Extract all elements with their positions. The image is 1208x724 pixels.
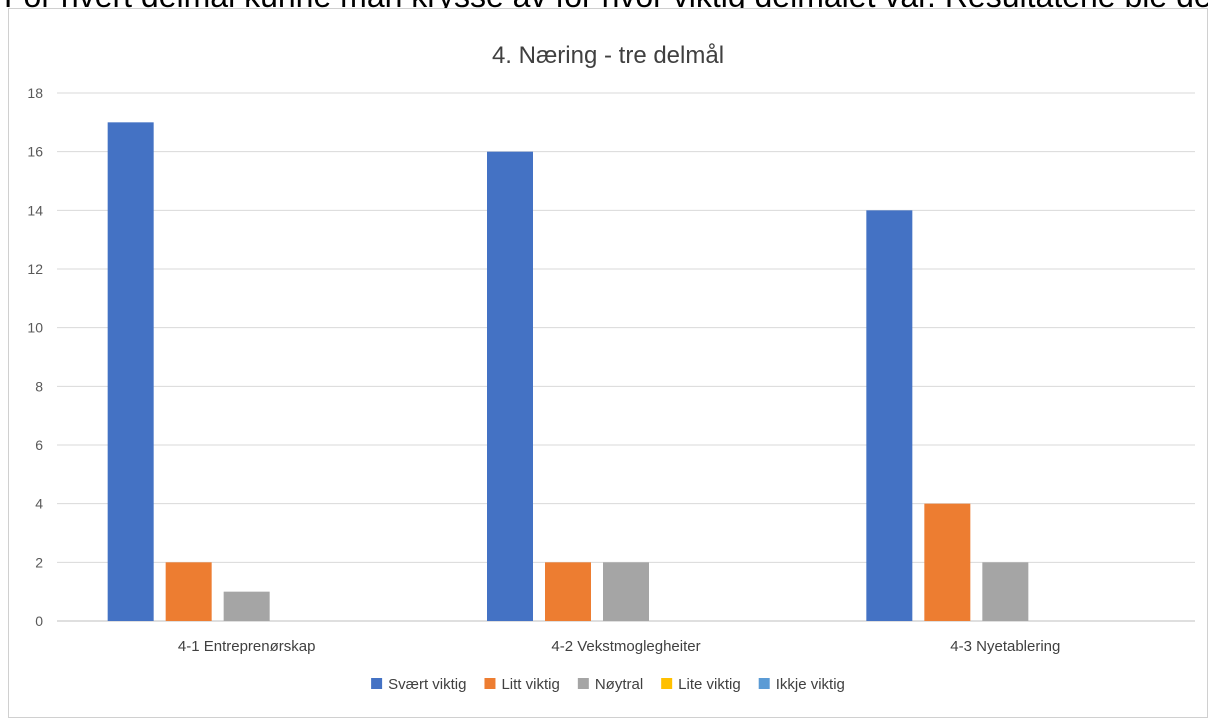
y-tick-label: 4: [35, 496, 43, 512]
x-category-label: 4-3 Nyetablering: [950, 638, 1060, 655]
bar-litt-viktig-3: [924, 503, 971, 621]
x-category-label: 4-2 Vekstmoglegheiter: [551, 638, 700, 655]
legend-swatch: [577, 678, 589, 689]
legend: Svært viktig Litt viktig Nøytral Lite vikti…: [371, 676, 845, 693]
bar-svært-viktig-2: [487, 151, 533, 621]
bar-nøytral-2: [603, 562, 649, 621]
legend-swatch: [371, 678, 383, 689]
y-tick-label: 12: [27, 261, 43, 277]
y-tick-label: 6: [35, 437, 43, 453]
y-tick-label: 16: [27, 144, 43, 160]
bar-litt-viktig-1: [165, 562, 212, 621]
legend-swatch: [758, 678, 770, 689]
legend-label: Litt viktig: [501, 676, 559, 693]
legend-label: Lite viktig: [678, 676, 741, 693]
y-axis-ticks: 0 2 4 6 8 10 12 14 16 18: [27, 85, 43, 629]
x-category-label: 4-1 Entreprenørskap: [178, 638, 316, 655]
bar-nøytral-3: [982, 562, 1029, 621]
chart-title: 4. Næring - tre delmål: [492, 42, 724, 69]
y-tick-label: 0: [35, 613, 43, 629]
y-tick-label: 18: [27, 85, 43, 101]
bar-litt-viktig-2: [545, 562, 591, 621]
y-tick-label: 8: [35, 378, 43, 394]
bar-svært-viktig-1: [107, 122, 154, 621]
legend-label: Svært viktig: [388, 676, 466, 693]
y-tick-label: 10: [27, 320, 43, 336]
bar-chart: 4. Næring - tre delmål 0 2 4 6 8 10 12 14 16 18 4…: [27, 42, 1195, 693]
bars: [107, 122, 1029, 622]
x-axis-categories: 4-1 Entreprenørskap 4-2 Vekstmoglegheiter…: [178, 638, 1060, 655]
chart-container: 4. Næring - tre delmål 0 2 4 6 8 10 12 14 16 18 4…: [8, 8, 1208, 718]
bar-nøytral-1: [223, 591, 270, 621]
legend-swatch: [484, 678, 496, 689]
gridlines: [57, 92, 1195, 622]
legend-swatch: [661, 678, 673, 689]
y-tick-label: 2: [35, 554, 43, 570]
legend-label: Nøytral: [595, 676, 643, 693]
legend-label: Ikkje viktig: [776, 676, 845, 693]
bar-svært-viktig-3: [866, 210, 913, 622]
y-tick-label: 14: [27, 202, 43, 218]
